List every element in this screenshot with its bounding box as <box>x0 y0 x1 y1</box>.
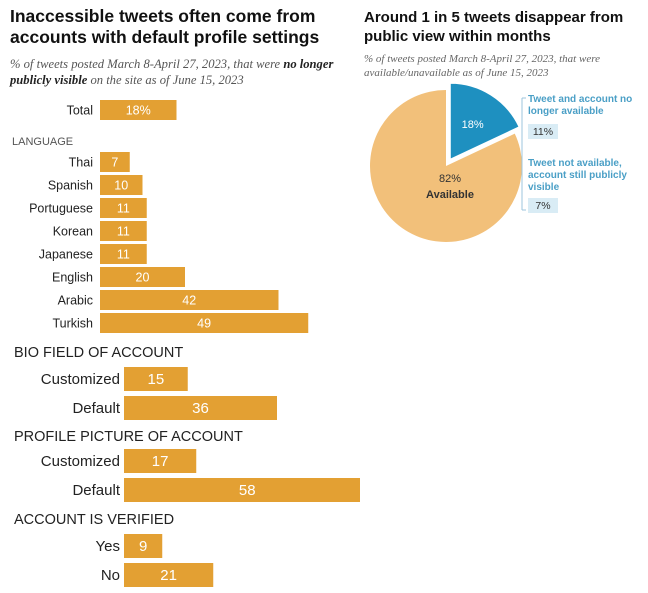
bar <box>124 534 163 558</box>
bar-value-label: 21 <box>160 567 177 584</box>
right-chart-subtitle: % of tweets posted March 8-April 27, 202… <box>364 53 600 79</box>
bar-value-label: 10 <box>114 179 128 193</box>
right-chart-title: Around 1 in 5 tweets disappear from publ… <box>364 9 624 45</box>
group-heading: LANGUAGE <box>12 136 73 148</box>
bar <box>100 244 147 264</box>
bar <box>124 478 360 502</box>
bar-value-label: 18% <box>126 104 151 118</box>
category-label: Default <box>72 400 120 417</box>
bar-value-label: 20 <box>136 271 150 285</box>
bar <box>100 221 147 241</box>
bar <box>100 198 147 218</box>
left-chart-title: Inaccessible tweets often come from acco… <box>10 6 320 47</box>
breakdown-value-label: 7% <box>535 200 550 212</box>
breakdown-label-line: Tweet not available, <box>528 158 622 169</box>
left-chart-subtitle: % of tweets posted March 8-April 27, 202… <box>10 56 350 88</box>
bar-value-label: 36 <box>192 400 209 417</box>
bar-chart: Total 18% LANGUAGE Thai 7 Spanish 10 Portuguese… <box>12 100 360 587</box>
bar <box>100 290 279 310</box>
pie-slice-available <box>370 90 522 243</box>
group-heading: ACCOUNT IS VERIFIED <box>14 512 174 528</box>
pie-slice-label: Available <box>426 189 474 201</box>
bar-value-label: 15 <box>148 371 165 388</box>
category-label: Customized <box>41 453 120 470</box>
category-label: Spanish <box>48 179 93 193</box>
bar-value-label: 11 <box>117 202 130 216</box>
category-label: Turkish <box>52 317 93 331</box>
category-label: Portuguese <box>29 202 93 216</box>
breakdown-label-line: Tweet and account no <box>528 94 632 105</box>
breakdown-label-line: visible <box>528 182 560 193</box>
subtitle-bold: no longer publicly visible <box>10 57 334 87</box>
bar <box>124 396 277 420</box>
bar <box>100 313 309 333</box>
bar-value-label: 49 <box>197 317 211 331</box>
pie-slice-unavailable <box>449 82 520 161</box>
breakdown-label-line: longer available <box>528 106 604 117</box>
pie-slice-label: 18% <box>462 119 484 131</box>
bar <box>100 100 177 120</box>
bar-value-label: 11 <box>117 248 130 262</box>
bar <box>100 267 185 287</box>
bar-value-label: 9 <box>139 538 147 555</box>
bar <box>100 152 130 172</box>
group-heading: BIO FIELD OF ACCOUNT <box>14 345 183 361</box>
breakdown-label-line: account still publicly <box>528 170 627 181</box>
category-label: Customized <box>41 371 120 388</box>
category-label: English <box>52 271 93 285</box>
bar <box>124 563 214 587</box>
bar-value-label: 42 <box>182 294 196 308</box>
category-label: Default <box>72 482 120 499</box>
bar-value-label: 58 <box>239 482 256 499</box>
group-heading: PROFILE PICTURE OF ACCOUNT <box>14 429 243 445</box>
category-label: Arabic <box>58 294 93 308</box>
bar <box>124 367 188 391</box>
category-label: No <box>101 567 120 584</box>
bar <box>100 175 143 195</box>
bar-value-label: 7 <box>111 156 118 170</box>
category-label: Thai <box>69 156 93 170</box>
category-label: Japanese <box>39 248 93 262</box>
pie-slice-label: 82% <box>439 173 461 185</box>
category-label: Yes <box>96 538 120 555</box>
bar-value-label: 17 <box>152 453 169 470</box>
bar-value-label: 11 <box>117 225 130 239</box>
breakdown-value-box <box>528 124 558 139</box>
bar <box>124 449 197 473</box>
subtitle-suffix: on the site as of June 15, 2023 <box>87 73 244 87</box>
category-label: Total <box>67 104 93 118</box>
category-label: Korean <box>53 225 93 239</box>
breakdown-value-label: 11% <box>533 126 553 138</box>
subtitle-prefix: % of tweets posted March 8-April 27, 202… <box>10 57 284 71</box>
breakdown-value-box <box>528 198 558 213</box>
pie-chart: 18% 82% Available Tweet and account nolonge… <box>370 82 632 243</box>
